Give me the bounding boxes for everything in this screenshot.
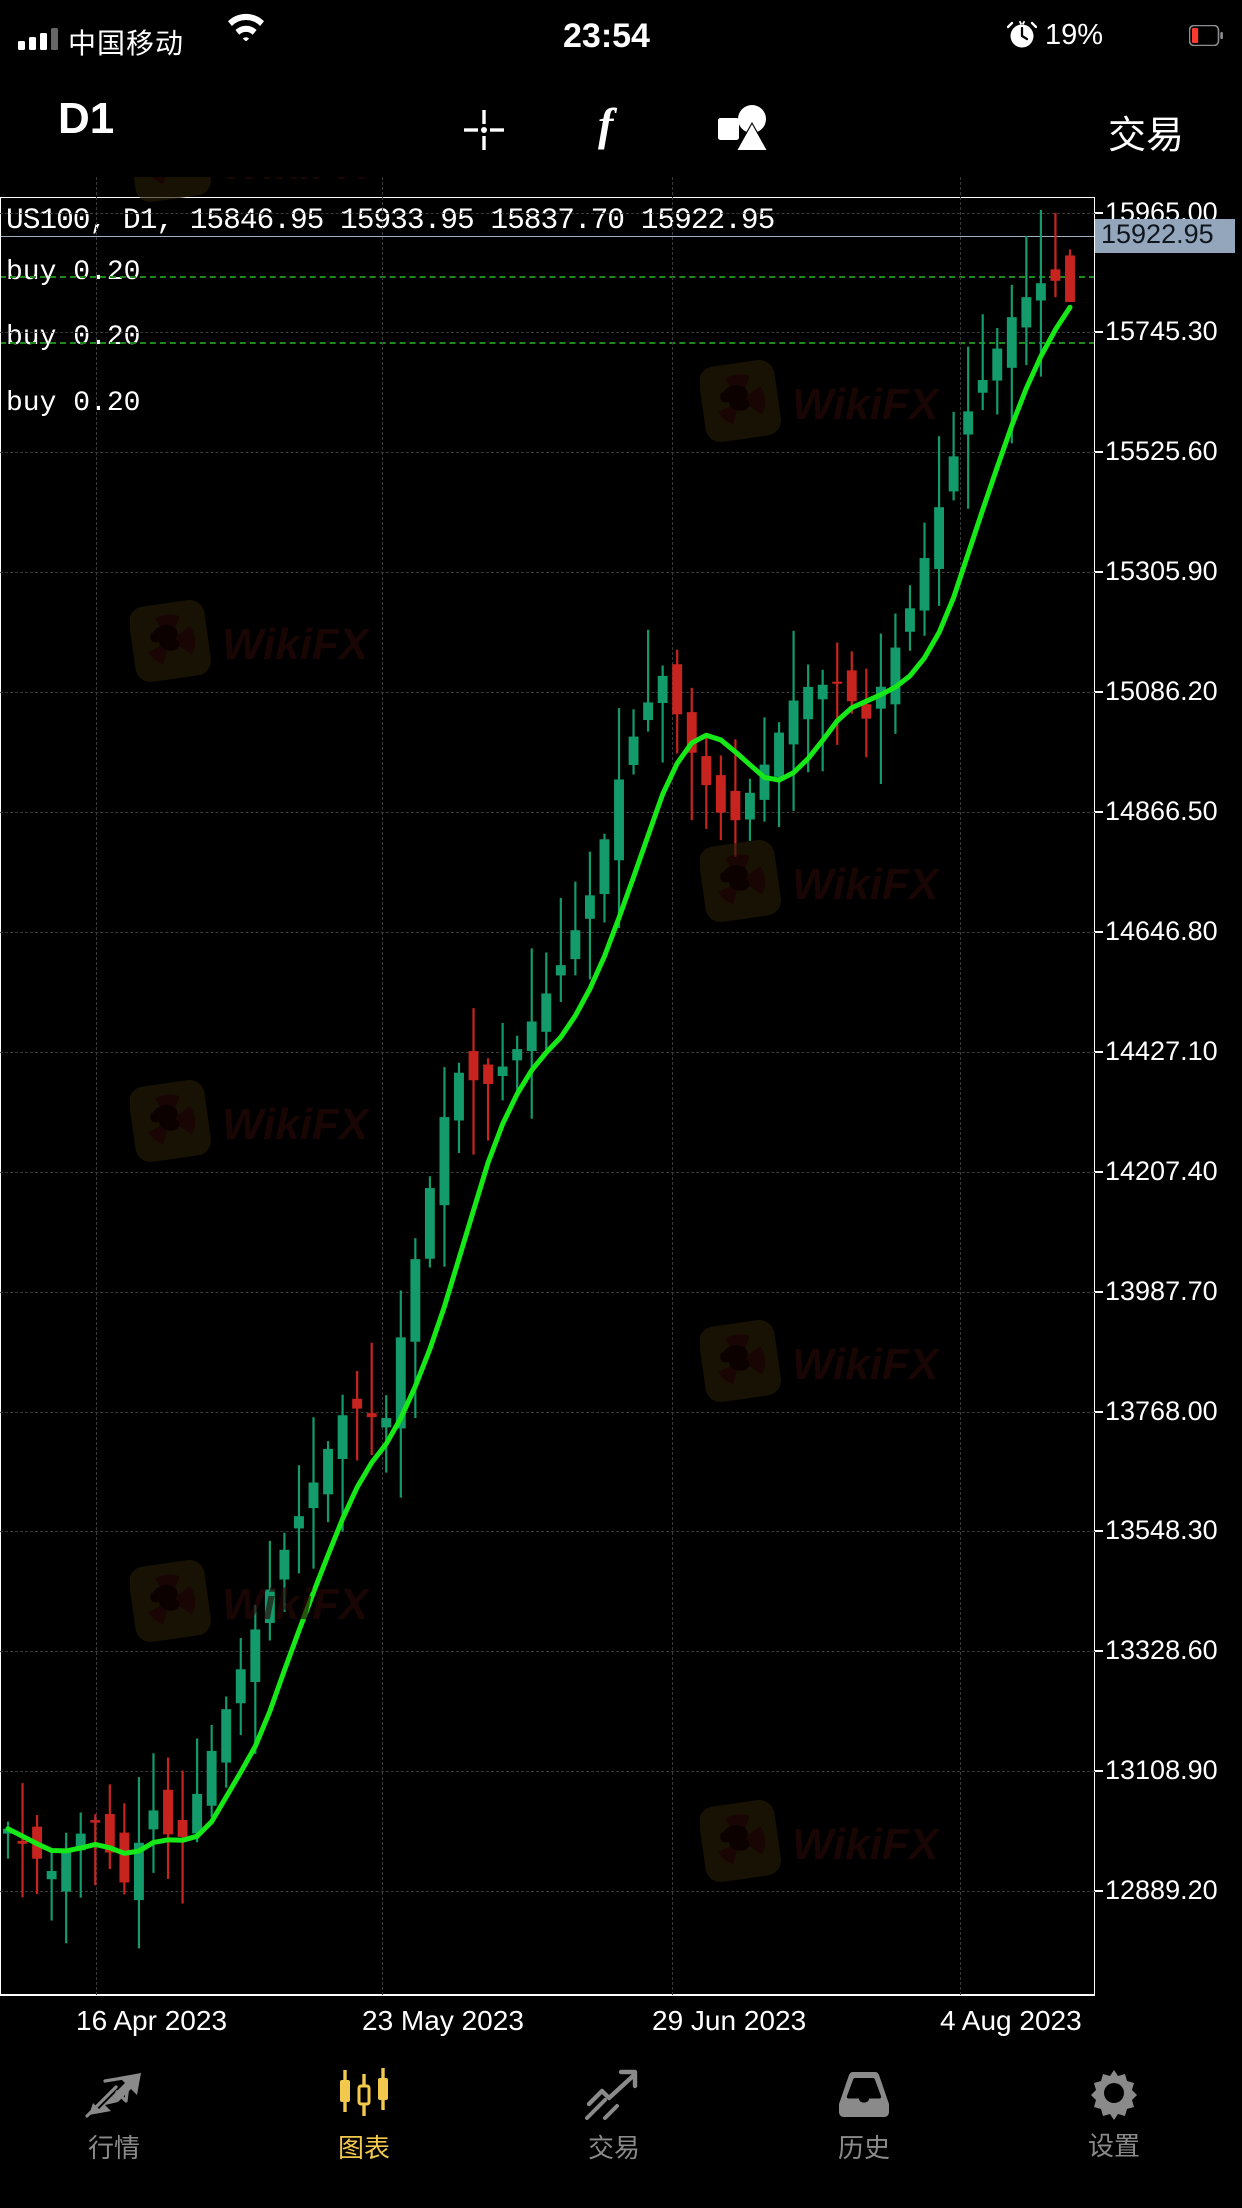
svg-text:WikiFX: WikiFX [222,177,371,189]
